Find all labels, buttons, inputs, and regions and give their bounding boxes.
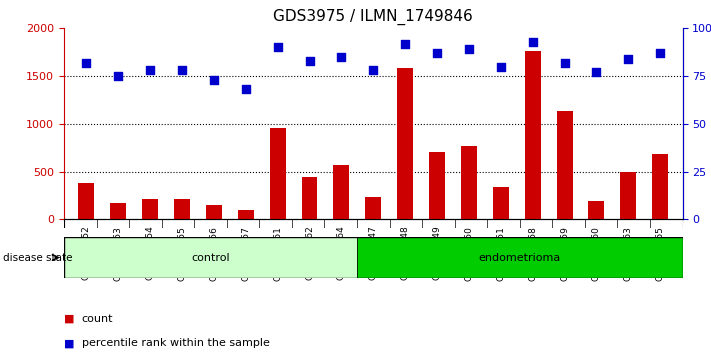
Point [559, 60, 570, 65]
Bar [589, 201, 604, 219]
Bar [206, 205, 222, 219]
Bar [397, 68, 413, 219]
Bar [269, 128, 286, 219]
Bar [461, 146, 477, 219]
Point [368, 68, 379, 73]
Bar [429, 152, 445, 219]
Point [304, 58, 315, 64]
Text: ■: ■ [64, 338, 75, 348]
Bar [493, 187, 509, 219]
Point [495, 64, 506, 69]
Point [336, 54, 347, 60]
Point [527, 39, 538, 45]
Point [623, 56, 634, 62]
Point [240, 87, 252, 92]
Text: GDS3975 / ILMN_1749846: GDS3975 / ILMN_1749846 [274, 9, 473, 25]
Point [272, 45, 283, 50]
Bar [174, 199, 190, 219]
Point [591, 69, 602, 75]
Bar [64, 237, 357, 278]
Point [80, 60, 92, 65]
Point [655, 50, 666, 56]
Text: count: count [82, 314, 113, 324]
Text: disease state: disease state [4, 252, 73, 263]
Point [112, 73, 124, 79]
Text: endometrioma: endometrioma [479, 252, 561, 263]
Point [432, 50, 443, 56]
Bar [525, 51, 540, 219]
Point [176, 68, 188, 73]
Bar [301, 177, 318, 219]
Bar [237, 210, 254, 219]
Bar [557, 112, 572, 219]
Text: ■: ■ [64, 314, 75, 324]
Point [208, 77, 220, 83]
Bar [142, 199, 158, 219]
Bar [621, 172, 636, 219]
Bar [78, 183, 95, 219]
Text: control: control [191, 252, 230, 263]
Bar [357, 237, 683, 278]
Bar [652, 154, 668, 219]
Bar [110, 203, 126, 219]
Point [400, 41, 411, 46]
Text: percentile rank within the sample: percentile rank within the sample [82, 338, 269, 348]
Bar [333, 165, 349, 219]
Point [464, 46, 475, 52]
Bar [365, 196, 381, 219]
Point [144, 68, 156, 73]
